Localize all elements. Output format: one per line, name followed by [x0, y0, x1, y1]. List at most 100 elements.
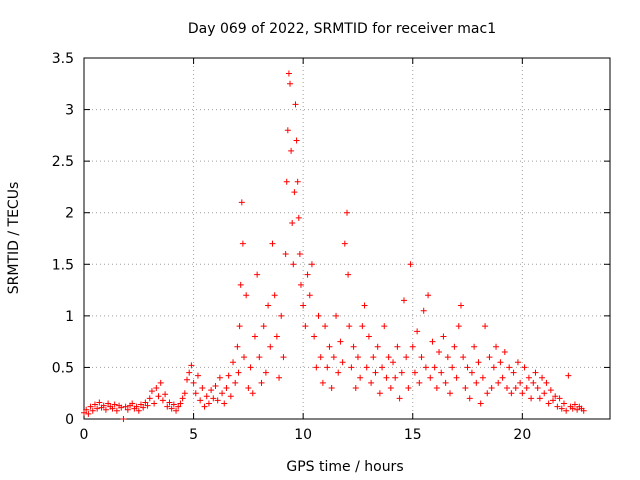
- data-point: [120, 416, 127, 422]
- data-point: [431, 364, 438, 371]
- data-point: [345, 271, 352, 278]
- data-point: [109, 405, 116, 412]
- data-point: [341, 240, 348, 247]
- data-point: [265, 302, 272, 309]
- data-point: [166, 399, 173, 406]
- data-point: [258, 379, 265, 386]
- data-point: [276, 374, 283, 381]
- data-point: [262, 369, 269, 376]
- data-point: [571, 401, 578, 408]
- data-point: [346, 323, 353, 330]
- data-point: [523, 385, 530, 392]
- plot-frame: [83, 57, 611, 420]
- data-point: [350, 343, 357, 350]
- data-point: [337, 338, 344, 345]
- data-point: [223, 385, 230, 392]
- data-point: [203, 393, 210, 400]
- data-point: [168, 405, 175, 412]
- data-point: [390, 359, 397, 366]
- data-point: [282, 250, 289, 257]
- data-point: [118, 404, 125, 411]
- data-point: [162, 391, 169, 398]
- data-point: [192, 390, 199, 397]
- data-point: [344, 209, 350, 216]
- data-point: [319, 379, 326, 386]
- data-point: [534, 385, 541, 392]
- data-point: [208, 387, 215, 394]
- data-point: [284, 127, 291, 134]
- data-point: [394, 343, 401, 350]
- data-point: [89, 407, 96, 414]
- data-point: [339, 359, 346, 366]
- data-point: [471, 343, 478, 350]
- data-point: [357, 374, 364, 381]
- data-point: [499, 374, 506, 381]
- data-point: [129, 400, 136, 407]
- data-point: [400, 297, 407, 304]
- x-tick-label: 15: [404, 427, 422, 443]
- data-point: [429, 338, 436, 345]
- data-point: [359, 323, 366, 330]
- data-point: [94, 405, 101, 412]
- data-point: [297, 281, 304, 288]
- data-point: [232, 379, 239, 386]
- data-point: [311, 333, 318, 340]
- data-point: [558, 405, 565, 412]
- data-point: [541, 390, 548, 397]
- data-point: [354, 354, 361, 361]
- data-point: [457, 302, 464, 309]
- data-point: [287, 80, 294, 87]
- data-point: [251, 333, 258, 340]
- data-point: [411, 369, 418, 376]
- data-point: [304, 271, 311, 278]
- data-point: [370, 354, 377, 361]
- data-point: [486, 354, 493, 361]
- data-point: [234, 343, 241, 350]
- y-tick-label: 0: [65, 412, 74, 428]
- data-point: [407, 261, 414, 268]
- data-point: [278, 312, 285, 319]
- data-point: [87, 403, 94, 410]
- data-point: [243, 292, 250, 299]
- data-point: [289, 220, 296, 227]
- data-point: [105, 400, 112, 407]
- data-point: [482, 323, 489, 330]
- data-point: [514, 359, 521, 366]
- data-point: [290, 261, 297, 268]
- data-point: [416, 379, 423, 386]
- data-point: [493, 343, 500, 350]
- data-point: [545, 400, 552, 407]
- data-point: [256, 354, 263, 361]
- data-point: [184, 376, 191, 383]
- data-point: [324, 364, 331, 371]
- data-point: [438, 369, 445, 376]
- data-point: [468, 369, 475, 376]
- data-point: [245, 385, 252, 392]
- data-point: [283, 178, 290, 185]
- data-points: [81, 70, 587, 422]
- data-point: [237, 281, 244, 288]
- data-point: [190, 379, 197, 386]
- data-point: [462, 385, 469, 392]
- data-point: [550, 397, 557, 404]
- data-point: [554, 403, 561, 410]
- data-point: [453, 374, 460, 381]
- data-point: [144, 402, 151, 409]
- data-point: [91, 401, 98, 408]
- data-point: [440, 333, 447, 340]
- data-point: [177, 400, 184, 407]
- data-point: [142, 399, 149, 406]
- data-point: [294, 178, 301, 185]
- data-point: [517, 379, 524, 386]
- data-point: [148, 388, 155, 395]
- data-point: [140, 404, 147, 411]
- data-point: [405, 385, 412, 392]
- data-point: [508, 390, 515, 397]
- y-tick-label: 2: [65, 206, 74, 222]
- data-point: [374, 343, 381, 350]
- data-point: [273, 333, 280, 340]
- data-point: [418, 354, 425, 361]
- x-tick-label: 0: [80, 427, 89, 443]
- data-point: [451, 343, 458, 350]
- data-point: [348, 364, 355, 371]
